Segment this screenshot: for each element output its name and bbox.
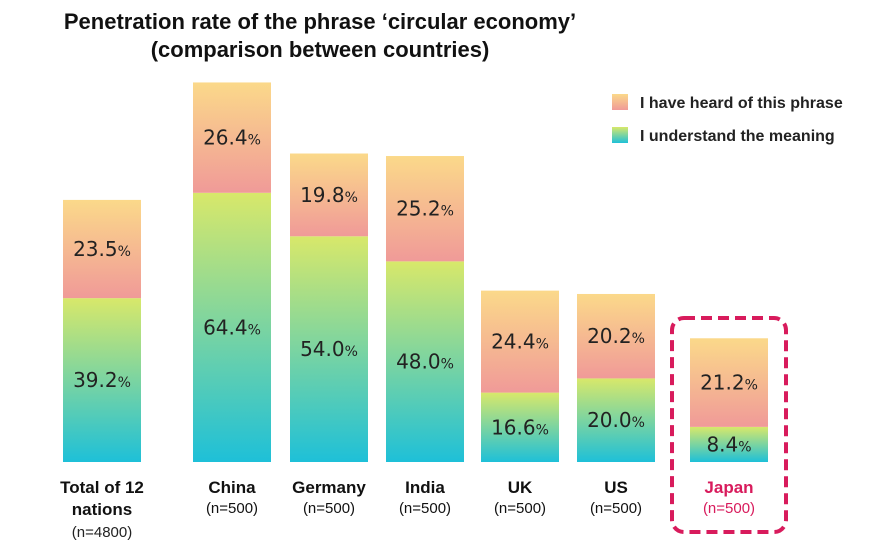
bar-heard-total-of-12-nations (63, 199, 141, 299)
legend-swatch-heard (612, 94, 628, 110)
bar-group-india: 48.0% 25.2% India (n=500) (386, 156, 464, 517)
legend: I have heard of this phrase I understand … (612, 94, 843, 145)
bar-understand-us (577, 378, 655, 462)
category-label-india: India (405, 478, 445, 497)
sample-size-label-india: (n=500) (399, 500, 451, 517)
bar-group-uk: 16.6% 24.4% UK (n=500) (481, 290, 559, 517)
bar-heard-uk (481, 290, 559, 393)
data-label-heard-china: 26.4% (203, 126, 261, 150)
data-label-heard-india: 25.2% (396, 197, 454, 221)
data-label-understand-germany: 54.0% (300, 337, 358, 361)
data-label-understand-china: 64.4% (203, 315, 261, 339)
bar-group-us: 20.0% 20.2% US (n=500) (577, 293, 655, 517)
category-label-china: China (208, 478, 256, 497)
category-label-us: US (604, 478, 628, 497)
category-label-japan: Japan (704, 478, 753, 497)
chart-title-line-1: Penetration rate of the phrase ‘circular… (63, 9, 577, 34)
bar-understand-japan (690, 426, 768, 462)
highlight-box-japan (670, 316, 788, 534)
data-label-heard-germany: 19.8% (300, 183, 358, 207)
chart-title-line-2: (comparison between countries) (150, 37, 490, 62)
bar-heard-germany (290, 153, 368, 237)
data-label-heard-uk: 24.4% (491, 330, 549, 354)
data-label-heard-total-of-12-nations: 23.5% (73, 237, 131, 261)
data-label-understand-us: 20.0% (587, 408, 645, 432)
bar-understand-uk (481, 392, 559, 462)
legend-label-heard: I have heard of this phrase (640, 95, 843, 112)
bar-understand-india (386, 261, 464, 462)
category-label-germany: Germany (292, 478, 366, 497)
sample-size-label-uk: (n=500) (494, 500, 546, 517)
sample-size-label-germany: (n=500) (303, 500, 355, 517)
category-label-total-of-12-nations: Total of 12 nations (60, 478, 144, 519)
bar-group-japan: 8.4% 21.2% Japan (n=500) (670, 316, 788, 534)
bar-group-china: 64.4% 26.4% China (n=500) (193, 82, 271, 517)
legend-swatch-understand (612, 127, 628, 143)
bar-heard-us (577, 293, 655, 379)
bar-understand-germany (290, 236, 368, 462)
chart-title: Penetration rate of the phrase ‘circular… (0, 8, 640, 64)
sample-size-label-total-of-12-nations: (n=4800) (72, 524, 132, 541)
bar-understand-total-of-12-nations (63, 298, 141, 462)
bar-understand-china (193, 192, 271, 463)
sample-size-label-us: (n=500) (590, 500, 642, 517)
category-label-uk: UK (508, 478, 533, 497)
data-label-heard-japan: 21.2% (700, 371, 758, 395)
bar-group-germany: 54.0% 19.8% Germany (n=500) (290, 153, 368, 517)
data-label-understand-japan: 8.4% (706, 432, 751, 456)
sample-size-label-japan: (n=500) (703, 500, 755, 517)
sample-size-label-china: (n=500) (206, 500, 258, 517)
bar-group-total-of-12-nations: 39.2% 23.5% Total of 12 nations (n=4800) (60, 199, 144, 541)
data-label-understand-uk: 16.6% (491, 415, 549, 439)
data-label-understand-total-of-12-nations: 39.2% (73, 368, 131, 392)
data-label-understand-india: 48.0% (396, 350, 454, 374)
bar-heard-japan (690, 338, 768, 427)
bar-heard-india (386, 156, 464, 262)
legend-label-understand: I understand the meaning (640, 128, 835, 145)
bar-heard-china (193, 82, 271, 193)
data-label-heard-us: 20.2% (587, 324, 645, 348)
